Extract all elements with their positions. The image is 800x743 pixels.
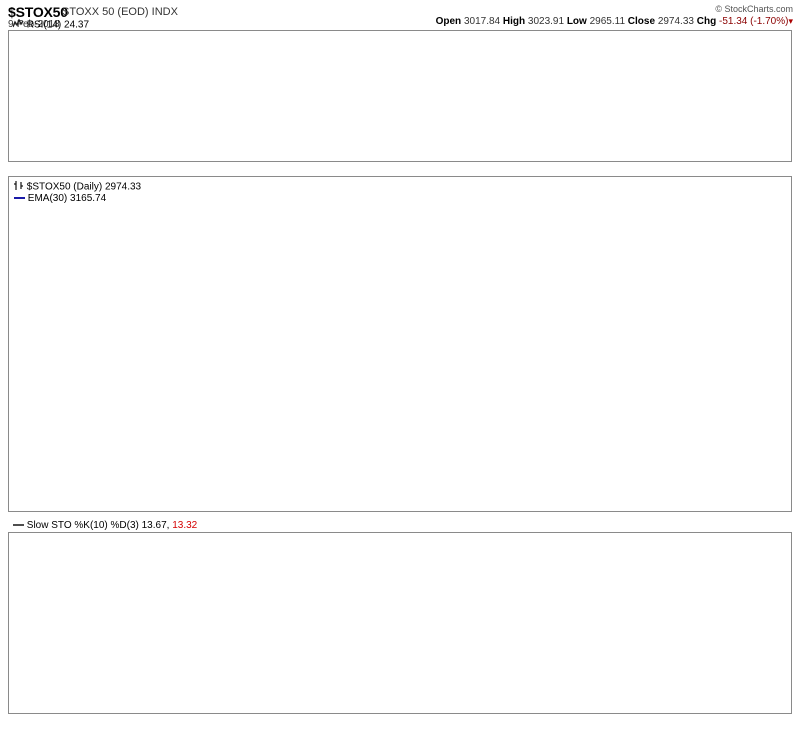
open-label: Open xyxy=(435,16,462,27)
rsi-glyph-icon xyxy=(12,18,24,31)
stochastic-d-value: 13.32 xyxy=(172,520,198,532)
open-value: 3017.84 xyxy=(463,16,501,27)
price-legend-text: $STOX50 (Daily) 2974.33 xyxy=(26,181,142,193)
price-panel: $STOX50 (Daily) 2974.33 EMA(30) 3165.74 xyxy=(8,176,792,512)
stochastic-plot-area xyxy=(9,533,791,713)
quote-bar: Open 3017.84 High 3023.91 Low 2965.11 Cl… xyxy=(436,16,793,27)
stochastic-x-axis xyxy=(8,715,792,729)
price-legend-symbol: $STOX50 (Daily) 2974.33 xyxy=(14,181,141,193)
stochastic-legend: Slow STO %K(10) %D(3) 13.67, 13.32 xyxy=(13,520,197,531)
price-y-axis xyxy=(791,177,800,511)
ema-line-icon xyxy=(14,193,25,204)
stochastic-line-icon xyxy=(13,520,24,531)
chevron-down-icon[interactable]: ▾ xyxy=(788,16,793,26)
stochastic-legend-prefix: Slow STO %K(10) %D(3) 13.67, xyxy=(26,520,170,532)
stockcharts-credit: © StockCharts.com xyxy=(715,4,793,14)
high-value: 3023.91 xyxy=(527,16,565,27)
price-plot-area xyxy=(9,177,791,511)
rsi-plot-area xyxy=(9,31,791,161)
chg-value: -51.34 (-1.70%) xyxy=(718,16,789,27)
instrument-name: STOXX 50 (EOD) INDX xyxy=(62,6,178,18)
rsi-legend: RSI(14) 24.37 xyxy=(12,18,90,31)
rsi-legend-text: RSI(14) 24.37 xyxy=(26,19,90,31)
page-title: $STOX50 xyxy=(8,4,68,20)
rsi-y-axis xyxy=(791,31,800,161)
low-value: 2965.11 xyxy=(589,16,626,27)
close-value: 2974.33 xyxy=(657,16,694,27)
stochastic-y-axis xyxy=(791,533,800,713)
rsi-panel: RSI(14) 24.37 xyxy=(8,18,792,162)
chg-label: Chg xyxy=(696,16,717,27)
stochastic-panel: Slow STO %K(10) %D(3) 13.67, 13.32 xyxy=(8,520,792,714)
ema-legend-text: EMA(30) 3165.74 xyxy=(27,193,107,205)
ema-legend: EMA(30) 3165.74 xyxy=(14,193,106,204)
bar-glyph-icon xyxy=(14,181,24,193)
chart-date: 9-Feb-2018 xyxy=(8,19,60,30)
high-label: High xyxy=(502,16,526,27)
close-label: Close xyxy=(627,16,656,27)
low-label: Low xyxy=(566,16,587,27)
